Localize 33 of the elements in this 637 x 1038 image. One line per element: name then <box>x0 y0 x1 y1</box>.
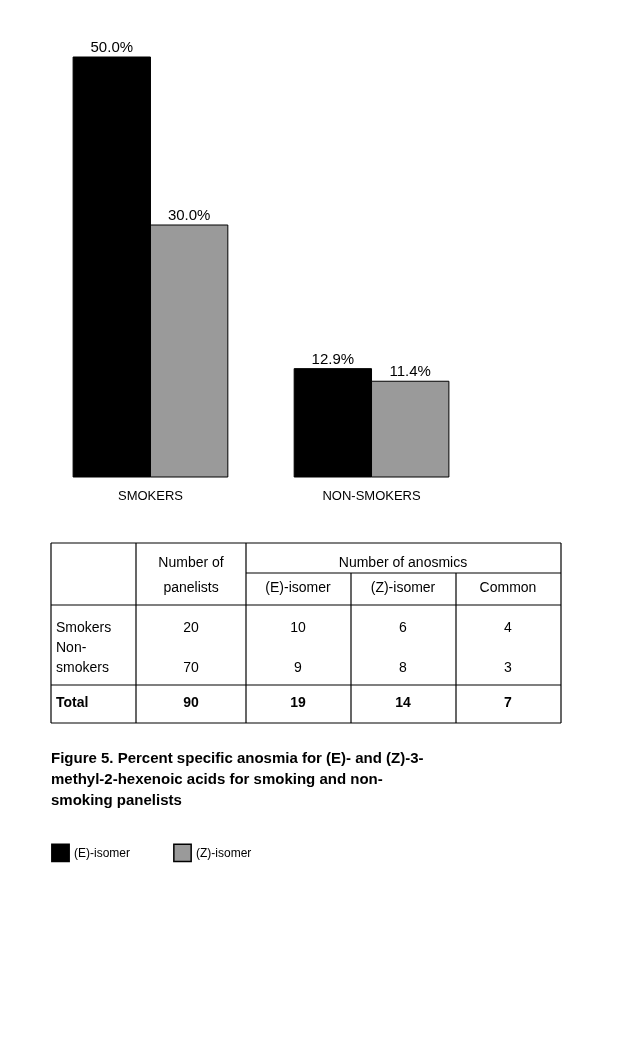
text: Number of <box>158 554 224 570</box>
text: Non- <box>56 639 87 655</box>
text: panelists <box>163 579 219 595</box>
text: 90 <box>183 694 199 710</box>
x-tick-label: SMOKERS <box>117 487 184 503</box>
text: smokers <box>56 659 109 675</box>
text: (Z)-isomer <box>370 579 436 595</box>
x-tick-label: NON-SMOKERS <box>322 487 421 503</box>
text: Common <box>479 579 537 595</box>
data-label: 12.9% <box>311 349 355 367</box>
text: Total <box>56 694 89 710</box>
text: smoking panelists <box>51 791 182 808</box>
text: (E)-isomer <box>265 579 331 595</box>
text: 70 <box>183 659 199 675</box>
text: methyl-2-hexenoic acids for smoking and non- <box>51 770 383 787</box>
text: Number of anosmics <box>338 554 468 570</box>
text: 6 <box>399 619 408 635</box>
legend-label: (Z)-isomer <box>196 845 252 860</box>
text: 9 <box>294 659 303 675</box>
text: 10 <box>290 619 306 635</box>
text: 19 <box>290 694 306 710</box>
text: 8 <box>399 659 408 675</box>
text: 7 <box>504 694 513 710</box>
text: 14 <box>395 694 411 710</box>
text: Smokers <box>56 619 112 635</box>
text: 4 <box>504 619 513 635</box>
legend-label: (E)-isomer <box>74 845 130 860</box>
caption: Figure 5. Percent specific anosmia for (E)- and (Z)-3- <box>51 749 424 766</box>
text: 20 <box>183 619 199 635</box>
data-label: 30.0% <box>167 206 211 223</box>
data-label: 11.4% <box>389 362 431 380</box>
data-label: 50.0% <box>90 38 134 55</box>
text: 3 <box>504 659 513 675</box>
